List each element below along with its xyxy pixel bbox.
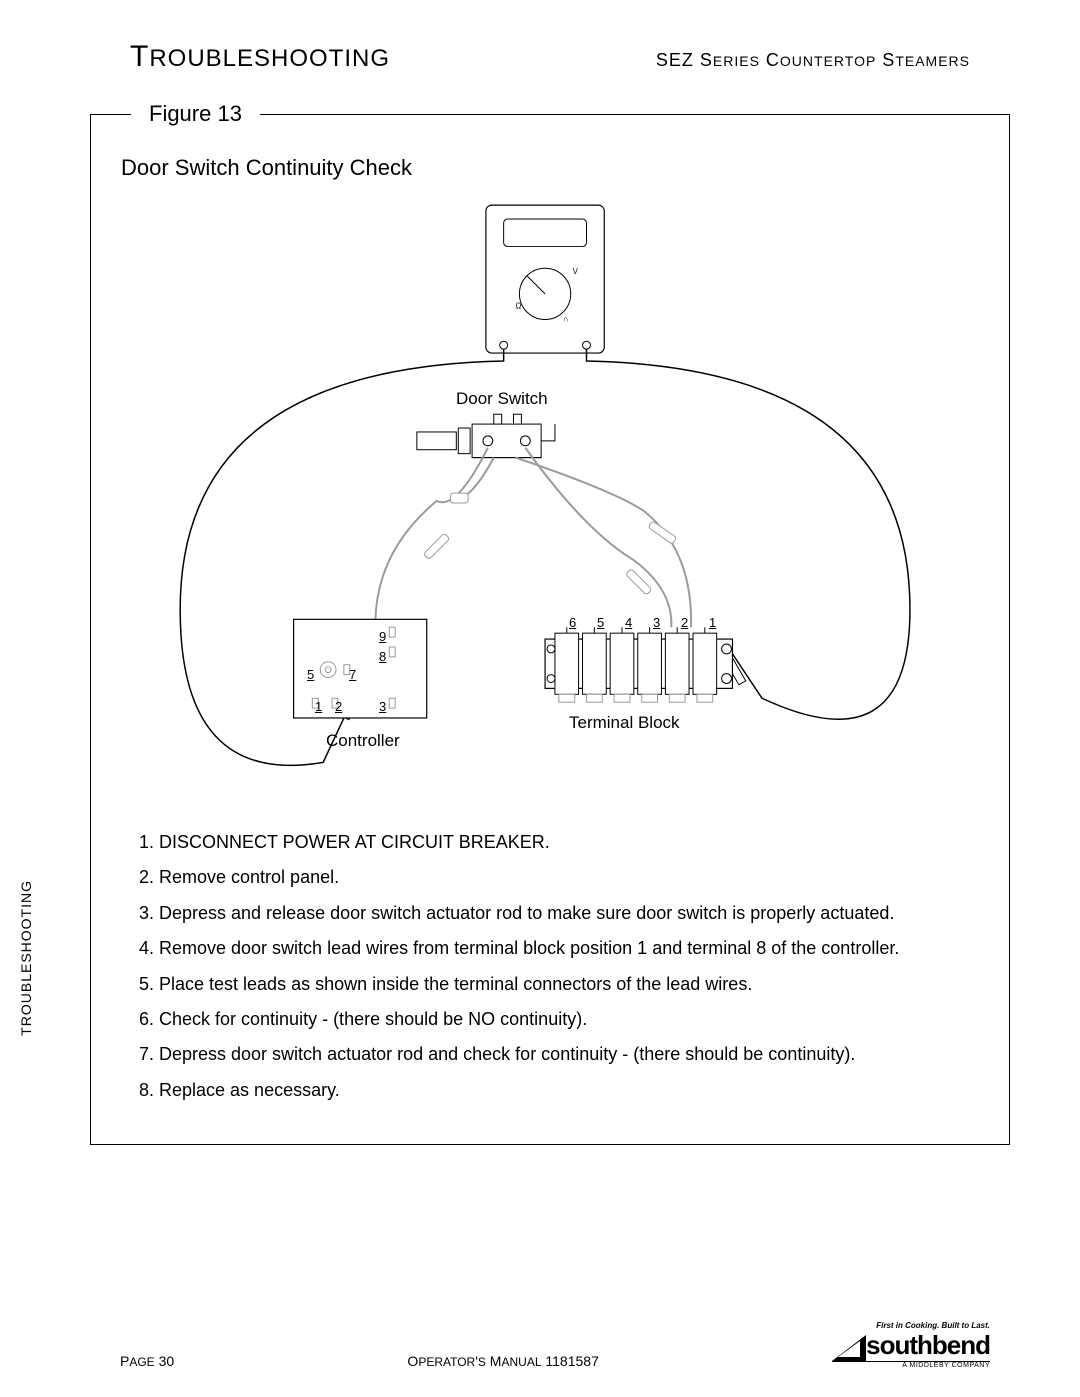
footer-page-label: PAGE: [120, 1353, 159, 1369]
diagram-svg: V Ω ∩: [121, 191, 979, 811]
label-controller: Controller: [326, 731, 400, 751]
figure-label-wrap: Figure 13: [131, 101, 260, 127]
page-footer: PAGE 30 OPERATOR'S MANUAL 1181587 First …: [60, 1321, 1020, 1369]
header-left-initial: T: [130, 40, 149, 73]
footer-page-num: 30: [159, 1353, 175, 1369]
instruction-item: Check for continuity - (there should be …: [159, 1008, 979, 1031]
label-door-switch: Door Switch: [456, 389, 548, 409]
svg-text:V: V: [573, 267, 579, 276]
footer-page-number: PAGE 30: [120, 1353, 174, 1369]
tb-num-4: 4: [625, 615, 632, 630]
figure-title: Door Switch Continuity Check: [121, 155, 979, 181]
controller-terminal-1: 1: [315, 699, 322, 714]
page-content: TROUBLESHOOTING SEZ SERIES COUNTERTOP ST…: [60, 40, 1020, 1360]
instructions-list: DISCONNECT POWER AT CIRCUIT BREAKER. Rem…: [121, 831, 979, 1102]
logo-subtext: A MIDDLEBY COMPANY: [902, 1362, 990, 1369]
header-left-rest: ROUBLESHOOTING: [149, 45, 390, 72]
label-terminal-block: Terminal Block: [569, 713, 680, 733]
side-tab: TROUBLESHOOTING: [18, 880, 34, 1036]
brand-logo: First in Cooking. Built to Last. southbe…: [832, 1321, 990, 1369]
header-product-title: SEZ SERIES COUNTERTOP STEAMERS: [656, 50, 970, 71]
instruction-item: Depress door switch actuator rod and che…: [159, 1043, 979, 1066]
header-right-text: SEZ SERIES COUNTERTOP STEAMERS: [656, 50, 970, 70]
instruction-item: Replace as necessary.: [159, 1079, 979, 1102]
instruction-item: Depress and release door switch actuator…: [159, 902, 979, 925]
instruction-item: Remove control panel.: [159, 866, 979, 889]
instruction-item: DISCONNECT POWER AT CIRCUIT BREAKER.: [159, 831, 979, 854]
figure-label: Figure 13: [149, 101, 242, 127]
logo-tagline: First in Cooking. Built to Last.: [876, 1321, 990, 1330]
controller-terminal-3: 3: [379, 699, 386, 714]
controller-terminal-2: 2: [335, 699, 342, 714]
tb-num-3: 3: [653, 615, 660, 630]
controller-terminal-8: 8: [379, 649, 386, 664]
footer-manual-id: OPERATOR'S MANUAL 1181587: [407, 1353, 598, 1369]
tb-num-2: 2: [681, 615, 688, 630]
footer-manual-number: 1181587: [545, 1353, 598, 1369]
header-section-title: TROUBLESHOOTING: [130, 40, 390, 74]
tb-num-1: 1: [709, 615, 716, 630]
instruction-item: Remove door switch lead wires from termi…: [159, 937, 979, 960]
svg-text:Ω: Ω: [515, 302, 521, 311]
figure-box: Figure 13 Door Switch Continuity Check V…: [90, 114, 1010, 1145]
wiring-diagram: V Ω ∩: [121, 191, 979, 811]
logo-wordmark: southbend: [866, 1330, 990, 1361]
svg-text:∩: ∩: [563, 315, 569, 324]
tb-num-6: 6: [569, 615, 576, 630]
controller-terminal-7: 7: [349, 667, 356, 682]
controller-terminal-9: 9: [379, 629, 386, 644]
tb-num-5: 5: [597, 615, 604, 630]
controller-terminal-5: 5: [307, 667, 314, 682]
instruction-item: Place test leads as shown inside the ter…: [159, 973, 979, 996]
page-header: TROUBLESHOOTING SEZ SERIES COUNTERTOP ST…: [60, 40, 1020, 74]
logo-mark-icon: [832, 1335, 866, 1361]
terminal-block-icon: [545, 627, 732, 702]
footer-center-text: OPERATOR'S MANUAL: [407, 1353, 545, 1369]
